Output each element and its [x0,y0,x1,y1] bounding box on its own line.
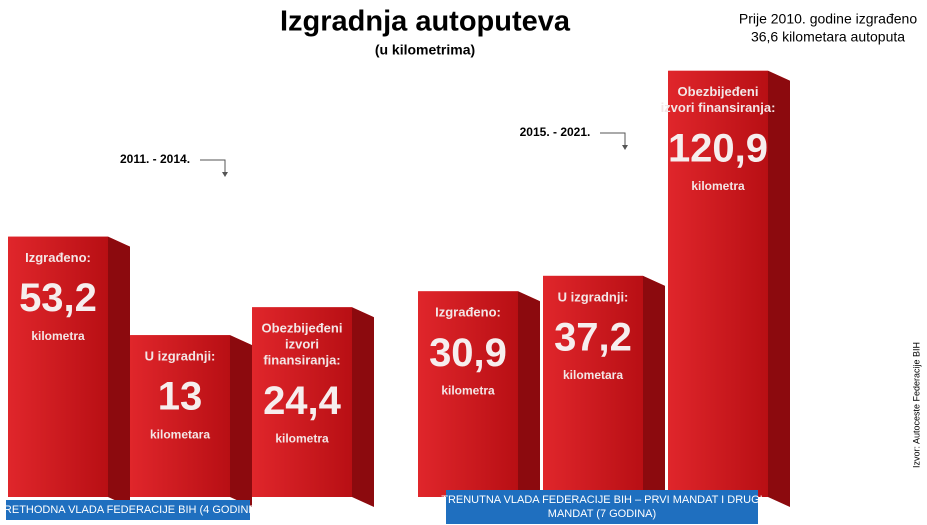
unit-label: kilometra [441,383,495,397]
arrow [600,132,626,147]
bar [130,335,230,497]
source: Izvor: Autoceste Federacije BIH [911,342,921,468]
unit-label: kilometara [563,368,623,382]
period-label: 2015. - 2021. [520,125,591,139]
value-label: 37,2 [554,315,632,359]
bar [543,275,643,497]
unit-label: kilometra [691,179,745,193]
bar [668,70,768,498]
bar [8,236,108,497]
bar-label: izvori [285,337,319,352]
chart-subtitle: (u kilometrima) [375,42,475,58]
bar-label: Izgrađeno: [435,305,501,320]
bar-label: U izgradnji: [558,289,629,304]
unit-label: kilometara [150,427,210,441]
banner [6,500,250,520]
value-label: 53,2 [19,276,97,320]
banner-text: MANDAT (7 GODINA) [548,508,656,520]
bar-label: Izgrađeno: [25,250,91,265]
unit-label: kilometra [275,431,329,445]
bar-label: izvori finansiranja: [661,100,776,115]
banner [446,490,758,524]
bar [252,307,352,497]
annotation: 36,6 kilometara autoputa [751,29,905,45]
period-label: 2011. - 2014. [120,152,190,166]
annotation: Prije 2010. godine izgrađeno [739,11,917,27]
value-label: 13 [158,375,203,419]
bar-label: Obezbijeđeni [262,321,343,336]
value-label: 30,9 [429,331,507,375]
arrow [200,159,226,174]
bar-side [108,236,130,507]
bar-side [518,291,540,507]
bar-side [352,307,374,507]
banner-text: PRETHODNA VLADA FEDERACIJE BIH (4 GODINE… [0,504,259,516]
banner-text: TRENUTNA VLADA FEDERACIJE BIH – PRVI MAN… [441,494,763,506]
arrow-head [622,145,628,150]
bar-side [643,275,665,507]
chart-title: Izgradnja autoputeva [280,6,571,38]
value-label: 120,9 [668,126,768,170]
bar-side [230,335,252,507]
value-label: 24,4 [263,379,342,423]
unit-label: kilometra [31,329,85,343]
bar [418,291,518,497]
bar-label: Obezbijeđeni [678,84,759,99]
arrow-head [222,172,228,177]
bar-label: U izgradnji: [145,349,216,364]
bar-side [768,70,790,508]
bar-label: finansiranja: [263,353,340,368]
